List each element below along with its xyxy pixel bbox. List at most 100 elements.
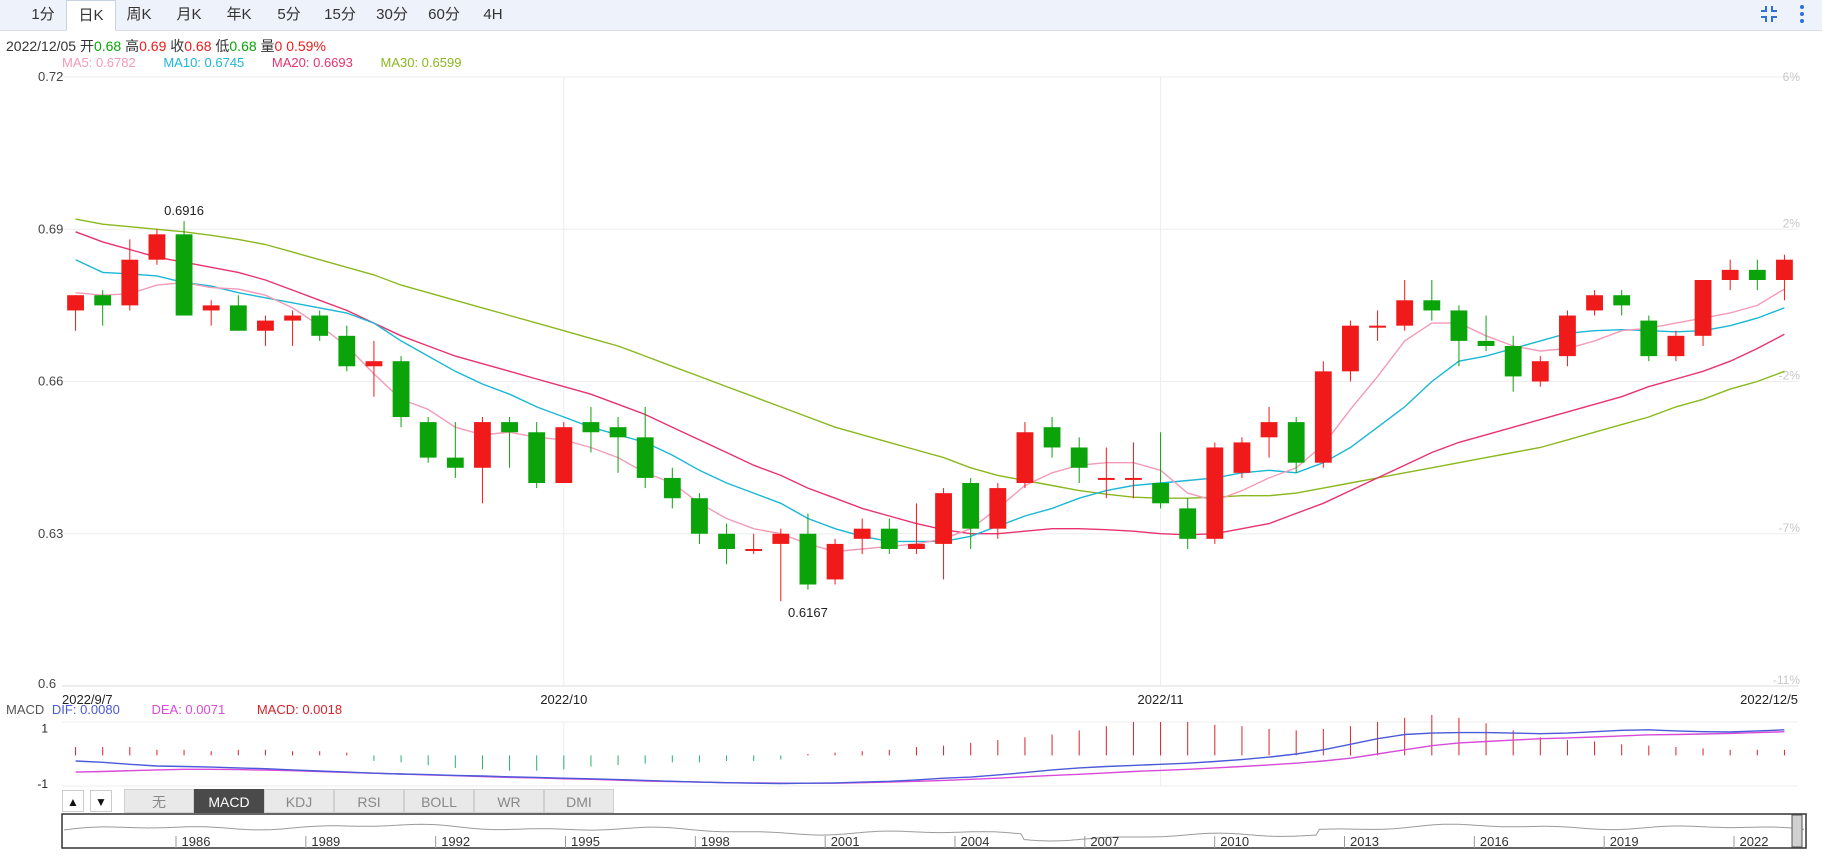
candle-body (880, 528, 898, 549)
extreme-label: 0.6167 (788, 605, 828, 620)
indicator-tab-dmi[interactable]: DMI (544, 789, 614, 813)
ma30-legend: MA30: 0.6599 (380, 55, 462, 70)
candle-body (1206, 447, 1224, 539)
candle-body (1748, 269, 1766, 280)
overview-year-label: 2019 (1610, 834, 1639, 849)
change-value: 0.59% (286, 38, 326, 54)
overview-year-label: 1992 (441, 834, 470, 849)
candle-body (718, 533, 735, 549)
overview-year-label: 2004 (961, 834, 990, 849)
candle-body (1179, 508, 1197, 539)
overview-year-label: 1998 (701, 834, 730, 849)
volume-label: 量 (260, 38, 275, 54)
overview-navigator (61, 813, 1807, 849)
candle-body (338, 335, 356, 367)
overview-year-label: 2022 (1740, 834, 1769, 849)
indicator-tab-无[interactable]: 无 (124, 789, 194, 813)
close-label: 收 (170, 38, 185, 54)
period-tab-0[interactable]: 1分 (31, 6, 55, 23)
candle-body (853, 528, 871, 539)
candle-body (555, 427, 573, 483)
overview-year-label: 2007 (1090, 834, 1119, 849)
overview-year-label: 1989 (311, 834, 340, 849)
right-pct-label: -11% (1773, 673, 1800, 687)
ma5-line (75, 281, 1785, 553)
ma30-line (75, 218, 1785, 499)
candle-body (1396, 300, 1414, 326)
overview-year-label: 2010 (1220, 834, 1249, 849)
x-tick-label: 2022/10 (540, 692, 587, 707)
ma10-legend: MA10: 0.6745 (163, 55, 245, 70)
macd-y-tick: -1 (37, 777, 48, 791)
more-menu-icon[interactable] (1794, 2, 1810, 26)
candle-body (1586, 295, 1603, 311)
period-tab-7[interactable]: 30分 (376, 6, 408, 23)
info-date: 2022/12/05 (6, 38, 77, 54)
candle-body (826, 543, 844, 580)
dea-legend: DEA: 0.0071 (151, 702, 226, 717)
indicator-tab-macd[interactable]: MACD (194, 789, 264, 813)
overview-year-label: 1986 (182, 834, 211, 849)
candle-body (908, 543, 925, 549)
candle-body (148, 234, 166, 260)
y-tick-label: 0.66 (38, 374, 63, 389)
candle-body (1776, 259, 1793, 280)
candle-body (935, 493, 952, 544)
candle-body (636, 437, 654, 478)
macd-legend: MACD DIF: 0.0080 DEA: 0.0071 MACD: 0.001… (6, 702, 370, 717)
candle-body (1097, 477, 1115, 480)
candle-body (1152, 483, 1169, 504)
candle-body (229, 305, 247, 331)
period-tab-4[interactable]: 年K (226, 6, 252, 23)
candle-body (528, 432, 546, 483)
candle-body (419, 422, 437, 458)
candle-body (799, 533, 817, 585)
y-tick-label: 0.69 (38, 221, 63, 236)
volume-value: 0 (274, 38, 283, 54)
candle-body (501, 422, 518, 433)
high-label: 高 (125, 38, 140, 54)
period-tab-3[interactable]: 月K (176, 6, 202, 23)
candle-body (1043, 427, 1061, 448)
indicator-tab-kdj[interactable]: KDJ (264, 789, 334, 813)
candle-body (1694, 280, 1712, 336)
collapse-icon[interactable] (1756, 2, 1782, 26)
right-pct-label: -2% (1779, 369, 1801, 383)
overview-year-label: 1995 (571, 834, 600, 849)
candle-body (1070, 447, 1088, 468)
scroll-down-button[interactable]: ▼ (90, 790, 112, 812)
period-tab-5[interactable]: 5分 (277, 6, 301, 23)
dif-legend: DIF: 0.0080 (51, 702, 120, 717)
period-tab-9[interactable]: 4H (483, 6, 503, 23)
candle-body (257, 320, 274, 331)
close-value: 0.68 (184, 38, 212, 54)
ma-legend: MA5: 0.6782 MA10: 0.6745 MA20: 0.6693 MA… (62, 55, 485, 70)
period-tab-8[interactable]: 60分 (428, 6, 460, 23)
candle-body (446, 457, 464, 468)
scroll-up-button[interactable]: ▲ (62, 790, 84, 812)
candle-body (1721, 269, 1739, 280)
period-tab-2[interactable]: 周K (126, 6, 152, 23)
ma20-line (75, 231, 1785, 536)
y-tick-label: 0.63 (38, 526, 63, 541)
period-tab-1[interactable]: 日K (66, 0, 116, 31)
candle-body (1667, 335, 1685, 357)
candle-body (67, 295, 84, 311)
overview-year-label: 2016 (1480, 834, 1509, 849)
dif-line (75, 729, 1785, 785)
indicator-tab-boll[interactable]: BOLL (404, 789, 474, 813)
indicator-tab-wr[interactable]: WR (474, 789, 544, 813)
candle-body (392, 361, 410, 418)
high-value: 0.69 (139, 38, 167, 54)
indicator-tab-rsi[interactable]: RSI (334, 789, 404, 813)
candle-body (772, 533, 790, 544)
candle-body (1369, 325, 1386, 328)
open-label: 开 (79, 38, 94, 54)
candle-body (175, 234, 193, 316)
overview-year-label: 2013 (1350, 834, 1379, 849)
candle-body (962, 483, 980, 529)
candle-body (609, 427, 627, 438)
candle-body (202, 305, 220, 311)
period-tab-6[interactable]: 15分 (324, 6, 356, 23)
